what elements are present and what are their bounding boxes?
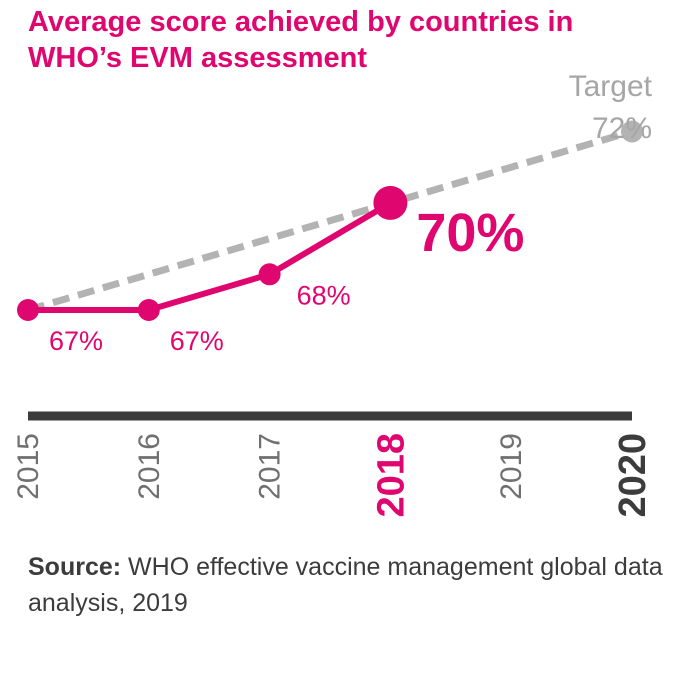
point-2017 [258, 263, 281, 286]
source-text: WHO effective vaccine management global … [28, 553, 663, 617]
target-value-label: 72% [592, 112, 652, 145]
target-label: Target [569, 70, 653, 103]
source-note: Source: WHO effective vaccine management… [28, 549, 668, 621]
score-line [25, 199, 394, 313]
point-label-2015: 67% [49, 326, 103, 356]
x-tick-2019: 2019 [495, 433, 528, 500]
target-marker [621, 120, 643, 143]
x-tick-2017: 2017 [254, 433, 287, 500]
x-tick-2020: 2020 [612, 433, 654, 518]
point-label-2017: 68% [297, 280, 351, 310]
point-2018 [373, 185, 408, 220]
point-2016 [137, 299, 160, 321]
x-tick-2018: 2018 [370, 433, 412, 518]
point-2015 [17, 299, 39, 321]
x-tick-2016: 2016 [133, 433, 166, 500]
point-label-2016: 67% [170, 326, 224, 356]
target-dashed-line [27, 128, 633, 314]
source-label: Source: [28, 553, 122, 581]
point-label-2018: 70% [416, 203, 524, 263]
x-tick-2015: 2015 [12, 433, 45, 500]
chart-title: Average score achieved by countries in W… [28, 6, 574, 74]
